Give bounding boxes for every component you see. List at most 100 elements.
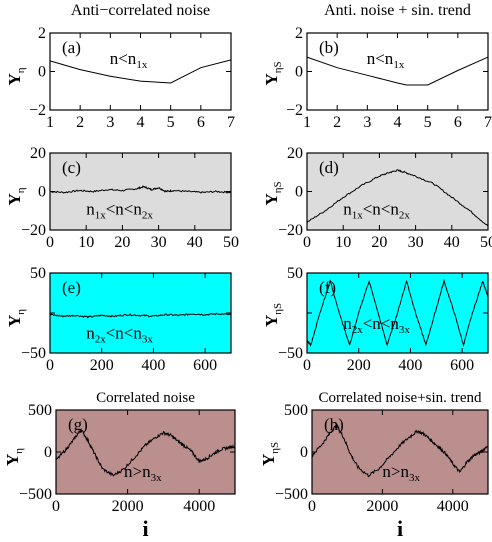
regime-label: n2x<n<n3x	[343, 314, 410, 336]
x-tick-label: 400	[141, 357, 165, 374]
regime-label: n<n1x	[110, 49, 148, 71]
y-tick-label: −50	[278, 345, 303, 362]
plot-background	[312, 410, 488, 494]
x-tick-label: 0	[52, 498, 60, 515]
x-tick-label: 2	[76, 114, 84, 131]
panel-label: (c)	[62, 158, 81, 177]
plot-background	[50, 33, 231, 110]
x-tick-label: 20	[114, 234, 130, 251]
y-tick-label: 2	[38, 25, 46, 42]
regime-label: n>n3x	[124, 462, 162, 484]
panel-label: (e)	[62, 278, 81, 297]
series-line	[50, 185, 232, 194]
x-tick-label: 600	[450, 357, 474, 374]
x-tick-label: 6	[197, 114, 205, 131]
x-tick-label: 5	[167, 114, 175, 131]
y-tick-label: −50	[21, 345, 46, 362]
plot-background	[50, 273, 231, 353]
x-axis-label: i	[397, 516, 403, 541]
panel-title: Correlated noise+sin. trend	[318, 390, 482, 406]
y-tick-label: 50	[30, 265, 46, 282]
y-tick-label: −2	[286, 102, 303, 119]
series-line	[306, 278, 489, 347]
x-tick-label: 0	[303, 357, 311, 374]
x-tick-label: 20	[371, 234, 387, 251]
plot-background	[307, 33, 488, 110]
plot-background	[307, 153, 488, 230]
x-tick-label: 40	[187, 234, 203, 251]
series-line	[50, 312, 232, 319]
x-tick-label: 2000	[366, 498, 398, 515]
panel-label: (a)	[62, 38, 81, 57]
y-axis-label: YηS	[262, 303, 284, 327]
x-tick-label: 0	[308, 498, 316, 515]
x-tick-label: 7	[484, 114, 492, 131]
x-tick-label: 40	[444, 234, 460, 251]
regime-label: n>n3x	[382, 462, 420, 484]
x-tick-label: 1	[303, 114, 311, 131]
series-line	[311, 423, 489, 478]
panel-label: (g)	[68, 415, 88, 434]
panel-label: (f)	[319, 278, 336, 297]
y-tick-label: 0	[44, 444, 52, 461]
x-tick-label: 3	[106, 114, 114, 131]
x-tick-label: 400	[398, 357, 422, 374]
x-tick-label: 30	[151, 234, 167, 251]
y-axis-label: Yη	[5, 187, 27, 205]
x-tick-label: 200	[90, 357, 114, 374]
y-tick-label: −500	[275, 486, 308, 503]
series-line	[306, 56, 489, 86]
y-tick-label: 50	[287, 265, 303, 282]
x-tick-label: 0	[46, 357, 54, 374]
regime-label: n2x<n<n3x	[86, 324, 153, 346]
x-tick-label: 10	[78, 234, 94, 251]
y-axis-label: YηS	[262, 61, 284, 85]
y-axis-label: Yη	[3, 448, 25, 466]
x-tick-label: 4000	[437, 498, 469, 515]
series-line	[49, 59, 232, 84]
y-axis-label: YηS	[259, 442, 281, 466]
y-tick-label: 0	[38, 64, 46, 81]
x-tick-label: 0	[303, 234, 311, 251]
x-tick-label: 10	[335, 234, 351, 251]
x-tick-label: 4	[137, 114, 145, 131]
x-tick-label: 3	[363, 114, 371, 131]
regime-label: n1x<n<n2x	[343, 200, 410, 222]
y-tick-label: 500	[284, 402, 308, 419]
x-tick-label: 50	[480, 234, 492, 251]
y-tick-label: 20	[287, 145, 303, 162]
y-tick-label: −20	[21, 222, 46, 239]
y-axis-label: Yη	[5, 309, 27, 327]
y-tick-label: 0	[295, 184, 303, 201]
x-tick-label: 200	[347, 357, 371, 374]
panel-title: Correlated noise	[96, 390, 195, 406]
x-tick-label: 5	[424, 114, 432, 131]
y-tick-label: −20	[278, 222, 303, 239]
series-line	[306, 169, 489, 227]
regime-label: n1x<n<n2x	[86, 200, 153, 222]
panel-label: (b)	[319, 38, 339, 57]
regime-label: n<n1x	[367, 49, 405, 71]
x-tick-label: 6	[454, 114, 462, 131]
y-tick-label: −2	[29, 102, 46, 119]
plot-background	[50, 153, 231, 230]
x-tick-label: 1	[46, 114, 54, 131]
panel-title: Anti−correlated noise	[71, 2, 210, 19]
y-tick-label: 0	[300, 444, 308, 461]
x-tick-label: 2	[333, 114, 341, 131]
y-tick-label: 500	[28, 402, 52, 419]
x-tick-label: 50	[223, 234, 239, 251]
panel-e: 0 200 400 600 50 −50 Yη (e) n2x<n<n3x	[5, 265, 232, 374]
y-tick-label: 0	[38, 184, 46, 201]
panel-label: (h)	[324, 415, 344, 434]
x-tick-label: 7	[227, 114, 235, 131]
y-tick-label: 2	[295, 25, 303, 42]
panel-f: 0 200 400 600 50 −50 YηS (f) n2x<n<n3x	[262, 265, 489, 374]
series-line	[55, 427, 236, 477]
